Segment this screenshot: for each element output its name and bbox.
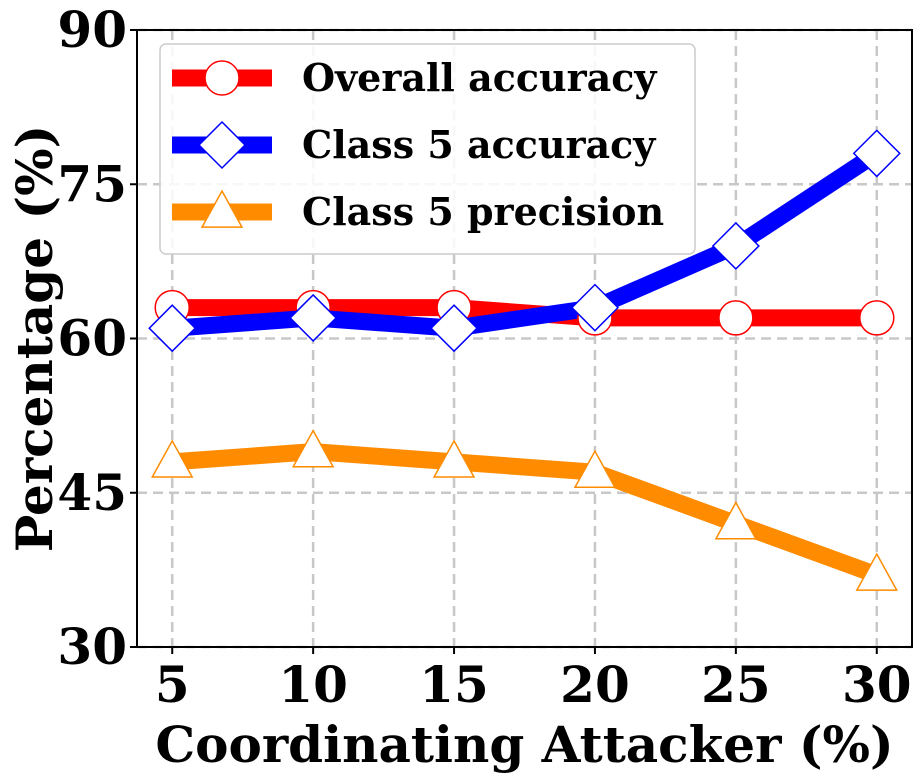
series-markers <box>148 129 901 591</box>
legend-label-1: Class 5 accuracy <box>302 122 656 167</box>
legend: Overall accuracy Class 5 accuracy Class 5 … <box>159 43 696 255</box>
y-tick-label: 90 <box>57 0 127 59</box>
series-2-point <box>151 439 194 478</box>
series-line-2 <box>171 443 880 584</box>
legend-label-0: Overall accuracy <box>302 55 657 100</box>
legend-label-2: Class 5 precision <box>302 189 664 234</box>
legend-marker-0 <box>204 60 240 96</box>
y-tick-label: 75 <box>57 154 127 213</box>
y-axis-ticks: 30 45 60 75 90 <box>57 0 137 676</box>
x-axis-ticks: 5 10 15 20 25 30 <box>155 647 912 714</box>
series-2-point <box>432 439 476 478</box>
series-2-point <box>291 429 335 468</box>
series-lines <box>171 146 882 584</box>
series-line-1 <box>171 146 882 337</box>
x-tick-label: 20 <box>560 655 630 714</box>
x-axis-title: Coordinating Attacker (%) <box>155 715 893 774</box>
series-2-point <box>573 449 617 489</box>
y-tick-label: 45 <box>57 463 127 522</box>
series-1-point <box>148 304 197 353</box>
series-0-point <box>718 300 754 336</box>
series-1-point <box>570 283 620 332</box>
y-tick-label: 60 <box>57 309 127 368</box>
x-tick-label: 30 <box>842 655 912 714</box>
series-1-point <box>711 221 760 271</box>
y-tick-label: 30 <box>57 617 127 676</box>
legend-marker-1 <box>197 120 247 170</box>
series-2-point <box>714 501 758 540</box>
y-axis-title: Percentage (%) <box>5 125 64 553</box>
legend-marker-2 <box>200 189 244 228</box>
series-1-point <box>852 129 901 178</box>
series-1-point <box>289 293 338 342</box>
x-tick-label: 5 <box>155 655 190 714</box>
x-tick-label: 25 <box>701 655 771 714</box>
series-2-point <box>855 552 898 591</box>
legend-box <box>159 43 696 255</box>
series-1-point <box>429 304 479 353</box>
x-tick-label: 15 <box>419 655 489 714</box>
series-0-point <box>859 300 895 336</box>
x-tick-label: 10 <box>278 655 348 714</box>
